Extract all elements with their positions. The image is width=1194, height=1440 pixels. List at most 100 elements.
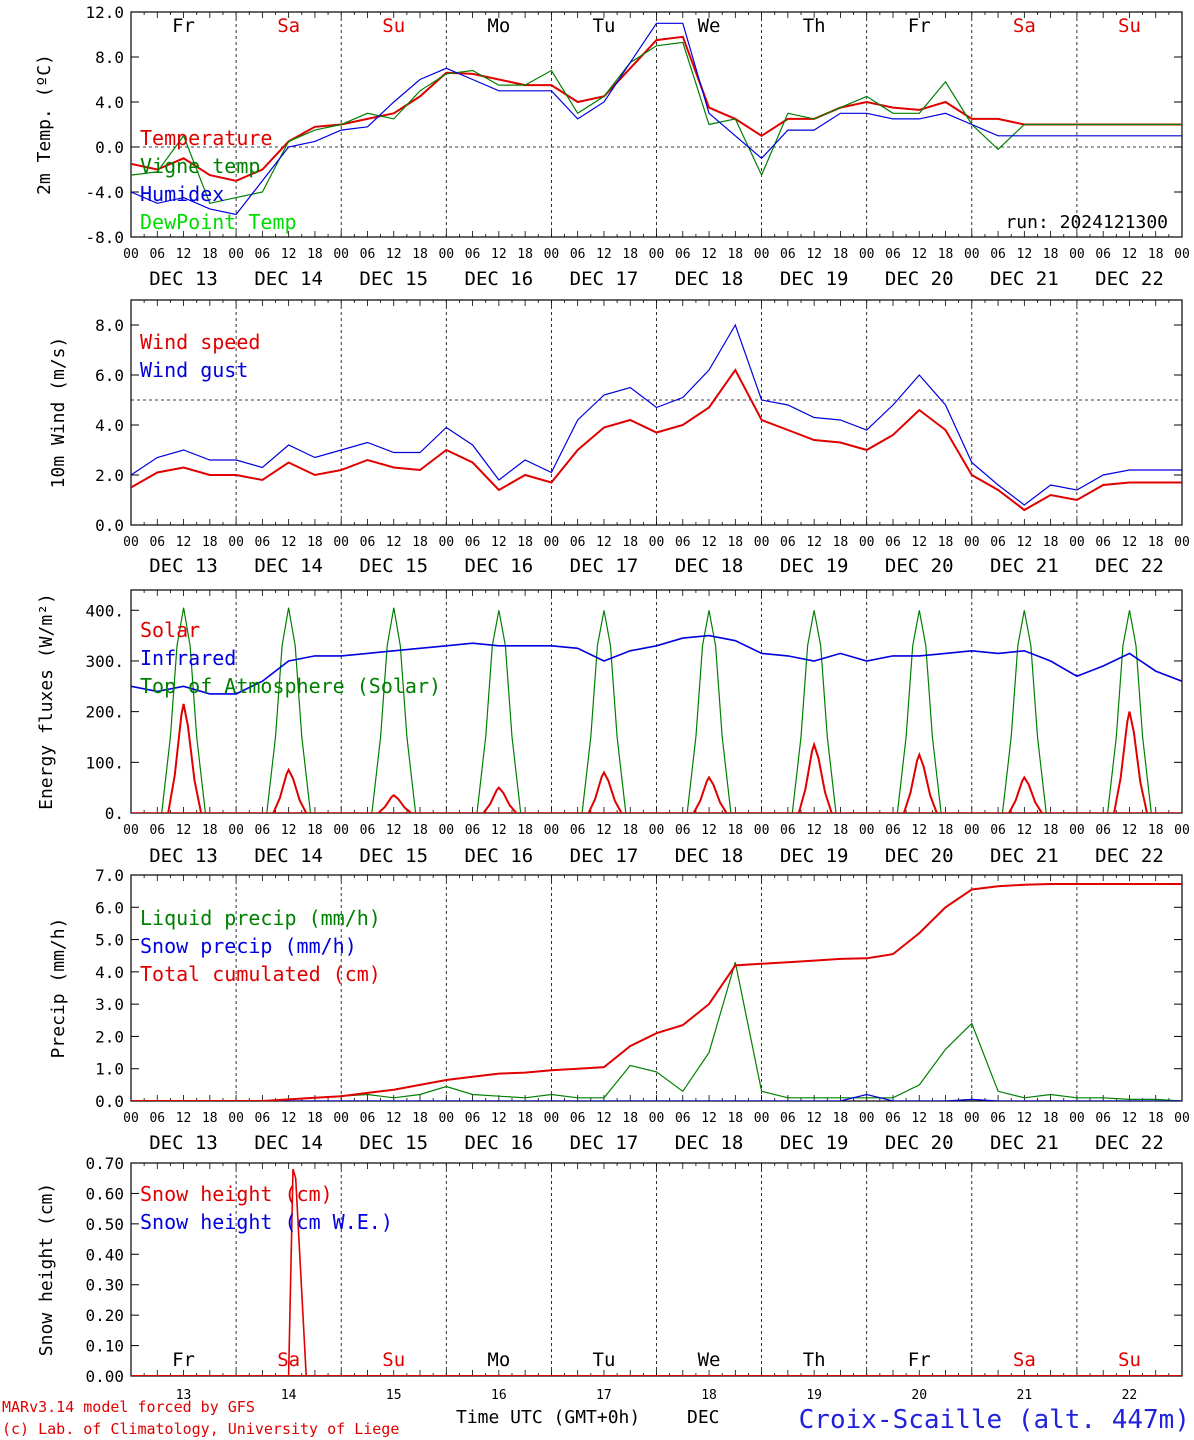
hour-tick-label: 00 bbox=[333, 823, 349, 838]
y-axis-label: Energy fluxes (W/m²) bbox=[36, 593, 57, 810]
hour-tick-label: 06 bbox=[780, 1111, 796, 1126]
hour-tick-label: 12 bbox=[491, 1111, 507, 1126]
hour-tick-label: 00 bbox=[1174, 1111, 1190, 1126]
hour-tick-label: 12 bbox=[491, 247, 507, 262]
hour-tick-label: 12 bbox=[176, 823, 192, 838]
hour-tick-label: 00 bbox=[964, 1111, 980, 1126]
hour-tick-label: 00 bbox=[544, 247, 560, 262]
solar-bell bbox=[1113, 711, 1148, 813]
hour-tick-label: 12 bbox=[806, 1111, 822, 1126]
date-label: DEC 17 bbox=[570, 268, 639, 290]
hour-tick-label: 00 bbox=[1069, 247, 1085, 262]
hour-tick-label: 18 bbox=[622, 535, 638, 550]
hour-tick-label: 00 bbox=[1069, 535, 1085, 550]
hour-tick-label: 12 bbox=[1122, 1111, 1138, 1126]
y-tick-label: 200. bbox=[85, 703, 124, 722]
hour-tick-label: 06 bbox=[1095, 823, 1111, 838]
y-tick-label: 0.30 bbox=[85, 1276, 124, 1295]
hour-tick-label: 12 bbox=[1122, 535, 1138, 550]
hour-tick-label: 18 bbox=[938, 1111, 954, 1126]
hour-tick-label: 12 bbox=[806, 535, 822, 550]
hour-tick-label: 18 bbox=[517, 535, 533, 550]
date-label: DEC 22 bbox=[1095, 268, 1164, 290]
weekday-label: Sa bbox=[1013, 1349, 1036, 1371]
legend-entry: Humidex bbox=[140, 182, 224, 206]
y-tick-label: 0.40 bbox=[85, 1245, 124, 1264]
toa-solar-bell bbox=[896, 610, 942, 813]
date-label: DEC 13 bbox=[149, 1132, 218, 1154]
hour-tick-label: 18 bbox=[622, 247, 638, 262]
hour-tick-label: 00 bbox=[649, 1111, 665, 1126]
hour-tick-label: 12 bbox=[1017, 1111, 1033, 1126]
hour-tick-label: 00 bbox=[1174, 247, 1190, 262]
date-label: DEC 21 bbox=[990, 845, 1059, 867]
date-label: DEC 17 bbox=[570, 555, 639, 577]
date-label: DEC 20 bbox=[885, 555, 954, 577]
date-label: DEC 16 bbox=[465, 555, 534, 577]
hour-tick-label: 18 bbox=[833, 535, 849, 550]
hour-tick-label: 18 bbox=[1148, 247, 1164, 262]
hour-tick-label: 12 bbox=[281, 1111, 297, 1126]
weekday-label: Sa bbox=[277, 15, 300, 37]
toa-solar-bell bbox=[371, 607, 417, 813]
hour-tick-label: 12 bbox=[911, 247, 927, 262]
hour-tick-label: 06 bbox=[885, 823, 901, 838]
hour-tick-label: 06 bbox=[360, 247, 376, 262]
hour-tick-label: 12 bbox=[596, 535, 612, 550]
date-label: DEC 15 bbox=[359, 1132, 428, 1154]
hour-tick-label: 00 bbox=[754, 535, 770, 550]
hour-tick-label: 12 bbox=[491, 535, 507, 550]
hour-tick-label: 18 bbox=[307, 247, 323, 262]
hour-tick-label: 12 bbox=[701, 823, 717, 838]
hour-tick-label: 06 bbox=[149, 247, 165, 262]
solar-bell bbox=[272, 767, 308, 813]
solar-bell bbox=[482, 786, 518, 813]
series-line-humidex bbox=[131, 22, 1182, 216]
series-group bbox=[131, 22, 1182, 216]
legend-entry: Snow height (cm) bbox=[140, 1182, 333, 1206]
hour-tick-label: 00 bbox=[228, 823, 244, 838]
hour-tick-label: 18 bbox=[727, 247, 743, 262]
snow-height-spike bbox=[287, 1168, 307, 1376]
date-label: DEC 22 bbox=[1095, 555, 1164, 577]
hour-tick-label: 06 bbox=[885, 1111, 901, 1126]
series-line-total-cumulated-cm- bbox=[131, 883, 1182, 1101]
hour-tick-label: 12 bbox=[596, 1111, 612, 1126]
panels: 12.0 8.0 4.0 0.0 -4.0 -8.0 2m Temp. (ºC) 00 06 12… bbox=[34, 3, 1190, 1403]
y-tick-label: 0.0 bbox=[95, 1092, 124, 1111]
hour-tick-label: 18 bbox=[517, 823, 533, 838]
x-axis-label: Time UTC (GMT+0h) bbox=[456, 1407, 640, 1428]
hour-tick-label: 12 bbox=[386, 1111, 402, 1126]
hour-tick-label: 06 bbox=[1095, 247, 1111, 262]
hour-tick-label: 18 bbox=[938, 247, 954, 262]
toa-solar-bell bbox=[266, 607, 312, 813]
hour-tick-label: 06 bbox=[255, 535, 271, 550]
day-number-label: 15 bbox=[386, 1388, 402, 1403]
series-line-vigne-temp bbox=[131, 41, 1182, 204]
hour-tick-label: 00 bbox=[123, 247, 139, 262]
hour-tick-label: 00 bbox=[123, 1111, 139, 1126]
date-label: DEC 22 bbox=[1095, 1132, 1164, 1154]
y-tick-label: 3.0 bbox=[95, 995, 124, 1014]
chart-panel-4: 7.0 6.0 5.0 4.0 3.0 2.0 1.0 0.0 Precip (mm/h) 00 0… bbox=[48, 866, 1190, 1154]
series-group bbox=[131, 323, 1182, 512]
weekday-label: Fr bbox=[908, 15, 931, 37]
hour-tick-label: 00 bbox=[754, 1111, 770, 1126]
weekday-label: Su bbox=[1118, 1349, 1141, 1371]
hour-tick-label: 18 bbox=[1148, 1111, 1164, 1126]
hour-tick-label: 12 bbox=[596, 247, 612, 262]
y-tick-label: 0.20 bbox=[85, 1306, 124, 1325]
hour-tick-label: 18 bbox=[517, 1111, 533, 1126]
hour-tick-label: 00 bbox=[123, 823, 139, 838]
weekday-label: We bbox=[698, 1349, 721, 1371]
chart-panel-1: 12.0 8.0 4.0 0.0 -4.0 -8.0 2m Temp. (ºC) 00 06 12… bbox=[34, 3, 1190, 290]
series-line-wind-speed bbox=[131, 368, 1182, 512]
date-label: DEC 14 bbox=[254, 555, 323, 577]
date-label: DEC 20 bbox=[885, 1132, 954, 1154]
date-label: DEC 15 bbox=[359, 268, 428, 290]
hour-tick-label: 18 bbox=[517, 247, 533, 262]
toa-solar-bell bbox=[161, 607, 206, 813]
series-group bbox=[131, 883, 1182, 1101]
date-label: DEC 13 bbox=[149, 845, 218, 867]
